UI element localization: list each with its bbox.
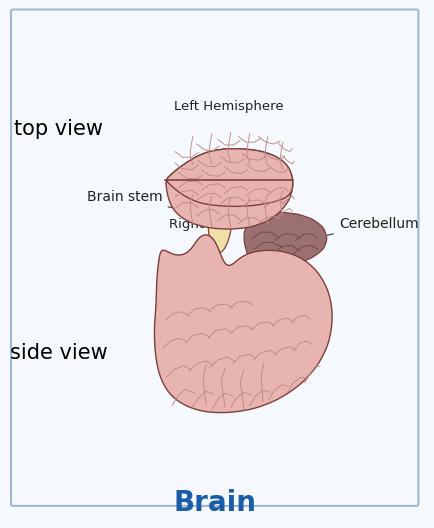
Text: Brain: Brain — [173, 489, 256, 517]
Text: side view: side view — [10, 343, 107, 363]
Polygon shape — [166, 149, 293, 229]
Text: Left Hemisphere: Left Hemisphere — [174, 100, 284, 114]
Ellipse shape — [208, 175, 233, 253]
Polygon shape — [155, 235, 332, 412]
FancyBboxPatch shape — [11, 10, 418, 506]
Text: top view: top view — [14, 119, 103, 139]
Polygon shape — [168, 149, 293, 206]
Text: Brain stem: Brain stem — [87, 190, 215, 218]
Text: Right Hemisphere: Right Hemisphere — [169, 218, 289, 231]
Polygon shape — [244, 212, 327, 265]
Text: Cerebellum: Cerebellum — [298, 216, 418, 242]
